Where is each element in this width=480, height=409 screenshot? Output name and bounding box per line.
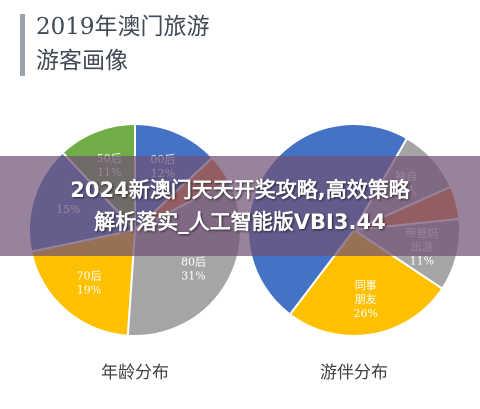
pie2-slice-4 (288, 228, 444, 337)
title-accent-bar (20, 14, 25, 76)
pie1-slice-4-label: 70后 19% (77, 270, 102, 297)
pie1-slice-3-label: 80后 31% (181, 255, 206, 282)
pie1-slice-4 (30, 228, 137, 337)
banner-line-2: 解析落实_人工智能版VBI3.44 (94, 210, 386, 234)
banner-line-1: 2024新澳门天天开奖攻略,高效策略 (70, 178, 410, 202)
page-title: 2019年澳门旅游 游客画像 (36, 10, 256, 78)
pie2-title: 游伴分布 (320, 363, 388, 383)
title-line-2: 游客画像 (36, 48, 128, 74)
pie2-slice-4-label: 同事朋友 26% (353, 279, 377, 320)
title-line-1: 2019年澳门旅游 (36, 14, 210, 40)
headline-banner[interactable]: 2024新澳门天天开奖攻略,高效策略 解析落实_人工智能版VBI3.44 (0, 156, 480, 256)
pie1-title: 年龄分布 (101, 363, 169, 383)
